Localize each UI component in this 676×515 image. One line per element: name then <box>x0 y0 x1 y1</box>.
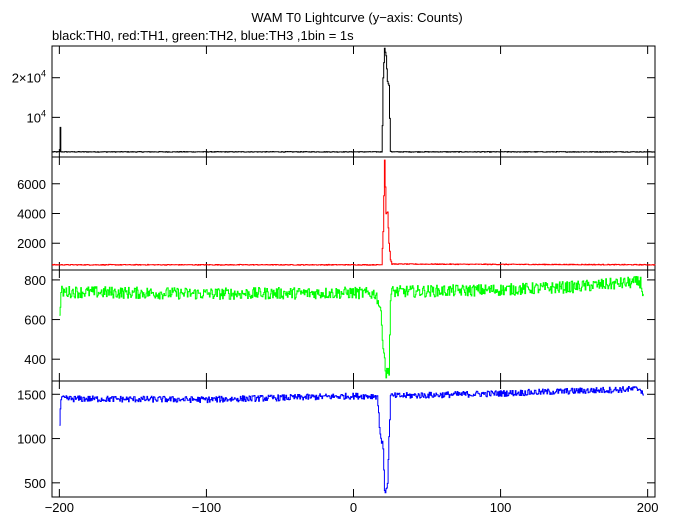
panel-th1: 2000 4000 6000 <box>17 156 656 271</box>
y-tick-label: 2000 <box>17 236 46 251</box>
panel-frame <box>51 269 656 382</box>
x-axis: −200 −100 0 100 200 <box>45 500 659 515</box>
panel-frame <box>51 45 656 158</box>
y-tick-label: 500 <box>24 476 46 491</box>
x-tick-label: −100 <box>192 500 221 515</box>
series-line-th1 <box>52 159 656 266</box>
x-tick-label: −200 <box>45 500 74 515</box>
series-line-th0 <box>52 47 656 153</box>
y-tick-label: 600 <box>24 313 46 328</box>
y-tick-label: 104 <box>27 108 46 125</box>
series-line-th3 <box>59 386 644 494</box>
panels-group: 104 2×104 2000 4000 6000 400 600 800 500 1000 1500 <box>12 45 656 498</box>
series-line-th2 <box>59 276 644 379</box>
panel-th2: 400 600 800 <box>24 269 656 382</box>
panel-th3: 500 1000 1500 <box>17 380 656 498</box>
y-tick-label: 800 <box>24 273 46 288</box>
panel-frame <box>51 156 656 271</box>
chart-title: WAM T0 Lightcurve (y−axis: Counts) <box>251 10 462 25</box>
y-tick-label: 1500 <box>17 387 46 402</box>
y-tick-label: 6000 <box>17 177 46 192</box>
panel-th0: 104 2×104 <box>12 45 656 158</box>
x-tick-label: 100 <box>490 500 512 515</box>
y-tick-label: 2×104 <box>12 69 46 86</box>
y-tick-label: 400 <box>24 352 46 367</box>
x-tick-label: 200 <box>637 500 659 515</box>
y-tick-label: 4000 <box>17 207 46 222</box>
chart-subtitle: black:TH0, red:TH1, green:TH2, blue:TH3 … <box>52 28 354 43</box>
y-tick-label: 1000 <box>17 432 46 447</box>
x-tick-label: 0 <box>350 500 357 515</box>
